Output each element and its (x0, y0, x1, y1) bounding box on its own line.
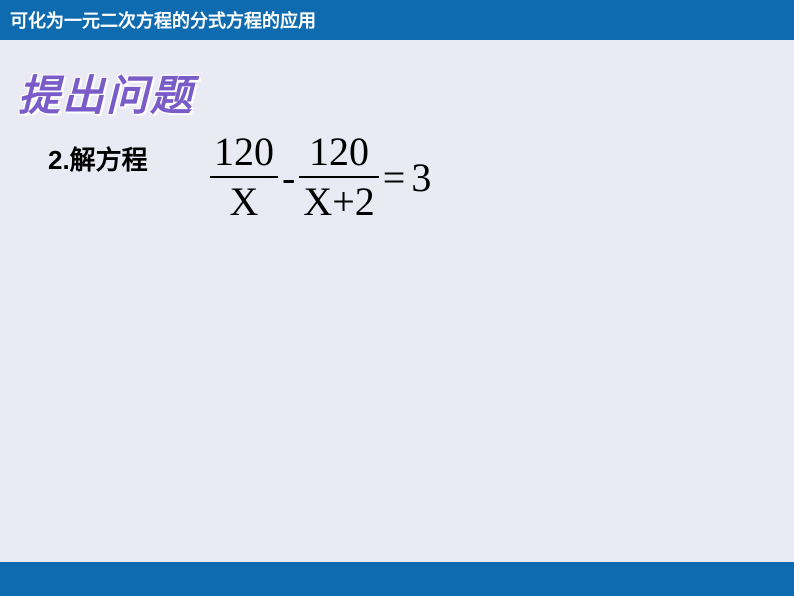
fraction-2: 120 X+2 (299, 130, 378, 224)
fraction-1: 120 X (210, 130, 278, 224)
fraction-1-bar (210, 176, 278, 178)
equation: 120 X - 120 X+2 = 3 (210, 130, 431, 224)
fraction-2-bar (299, 176, 378, 178)
header-title: 可化为一元二次方程的分式方程的应用 (10, 7, 316, 33)
fraction-2-numerator: 120 (305, 130, 373, 174)
equation-rhs: 3 (411, 154, 431, 201)
fraction-1-numerator: 120 (210, 130, 278, 174)
fraction-1-denominator: X (226, 180, 263, 224)
problem-label: 2.解方程 (48, 140, 148, 177)
header-bar: 可化为一元二次方程的分式方程的应用 (0, 0, 794, 40)
equals-operator: = (383, 154, 406, 201)
section-subtitle: 提出问题 (18, 62, 194, 123)
footer-bar (0, 562, 794, 596)
fraction-2-denominator: X+2 (299, 180, 378, 224)
minus-operator: - (282, 154, 295, 201)
